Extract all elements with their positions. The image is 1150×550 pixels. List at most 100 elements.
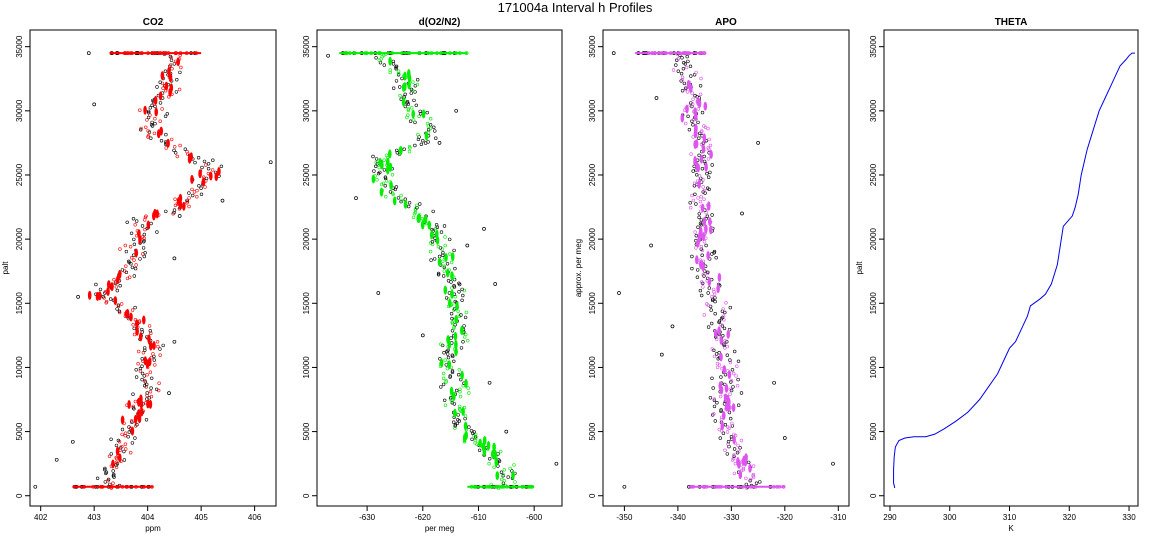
x-tick-label: 403 [87, 513, 101, 522]
data-point-cluster [155, 209, 159, 219]
data-point [502, 468, 507, 472]
data-point [700, 167, 705, 171]
data-point [396, 69, 401, 73]
data-point-cluster [137, 229, 141, 239]
data-point [697, 215, 701, 220]
data-point-cluster [486, 441, 491, 450]
data-point [705, 214, 709, 218]
data-point [699, 280, 704, 284]
y-tick-label: 0 [869, 493, 878, 498]
theta-line [893, 52, 1136, 489]
data-point [696, 120, 700, 125]
data-point [114, 455, 118, 460]
data-point [702, 154, 706, 159]
data-point-cluster [154, 107, 158, 117]
data-point [384, 195, 388, 199]
data-point-cluster [403, 82, 407, 92]
data-point-cluster [724, 402, 729, 412]
data-point [712, 354, 717, 359]
data-point [450, 353, 454, 357]
data-point-outlier [482, 227, 486, 231]
data-point [723, 373, 728, 377]
data-point [388, 190, 393, 194]
y-tick-label: 25000 [588, 163, 597, 186]
data-point [690, 193, 694, 198]
data-point [397, 71, 401, 76]
data-point [442, 274, 446, 278]
data-point [372, 169, 376, 173]
data-point-cluster [716, 284, 720, 294]
data-point [449, 260, 454, 265]
data-point-cluster [152, 341, 156, 350]
data-point [457, 290, 461, 294]
data-point [453, 266, 457, 271]
data-point [197, 184, 201, 188]
data-point [414, 103, 418, 108]
data-point [144, 418, 149, 422]
data-point [496, 452, 500, 456]
data-point-outlier [437, 141, 442, 145]
data-point [671, 68, 676, 72]
data-point [431, 209, 435, 214]
data-point [149, 123, 154, 127]
data-point [709, 321, 714, 326]
data-point [114, 443, 119, 448]
data-point [719, 375, 723, 379]
data-point-cluster [463, 421, 468, 431]
data-point [172, 62, 177, 66]
data-point [441, 259, 445, 263]
data-point [693, 192, 697, 197]
data-point-outlier [76, 295, 80, 299]
data-point [713, 312, 717, 316]
panel-3: APO -350 -340 -330 -320 -310 0 5000 10000 15000 20… [574, 17, 850, 522]
data-point [115, 288, 120, 293]
data-point [170, 137, 174, 142]
data-point [461, 293, 465, 298]
data-point [727, 327, 732, 332]
data-point [689, 152, 693, 156]
data-point-cluster [450, 271, 454, 281]
data-point [462, 324, 466, 328]
y-tick-label: 30000 [302, 99, 311, 122]
data-point-cluster [719, 385, 724, 395]
y-tick-label: 10000 [588, 356, 597, 379]
data-point-cluster [706, 251, 710, 260]
data-point-cluster [168, 73, 173, 83]
data-point [724, 301, 728, 305]
data-point [140, 364, 144, 368]
data-point [133, 305, 137, 310]
data-point [148, 370, 153, 374]
data-point [158, 80, 162, 84]
data-point [415, 206, 419, 210]
data-point [138, 369, 143, 373]
data-point-cluster [388, 56, 392, 66]
y-tick-label: 10000 [869, 356, 878, 379]
data-point [691, 169, 695, 173]
data-point-cluster [511, 470, 515, 480]
data-point [163, 114, 168, 119]
data-point [499, 449, 503, 454]
data-point [739, 438, 744, 443]
data-point [118, 284, 122, 288]
data-point [441, 371, 446, 376]
x-tick-label: 290 [883, 513, 897, 522]
data-point-cluster [685, 104, 689, 114]
data-point-cluster [379, 187, 384, 197]
data-point-outlier [454, 108, 459, 113]
data-point-cluster [147, 357, 152, 367]
data-point-cluster [454, 340, 458, 350]
data-point [705, 171, 709, 176]
data-point-outlier [670, 324, 675, 329]
y-tick-label: 15000 [302, 292, 311, 315]
data-point [455, 388, 459, 393]
y-tick-label: 5000 [588, 422, 597, 440]
data-point [138, 366, 143, 371]
data-point [147, 109, 151, 114]
data-point [153, 363, 157, 367]
data-point [400, 198, 404, 203]
data-point [698, 288, 703, 293]
data-point-outlier [465, 243, 470, 248]
data-point-cluster [388, 162, 393, 172]
data-point [434, 223, 439, 227]
data-point [448, 237, 452, 242]
